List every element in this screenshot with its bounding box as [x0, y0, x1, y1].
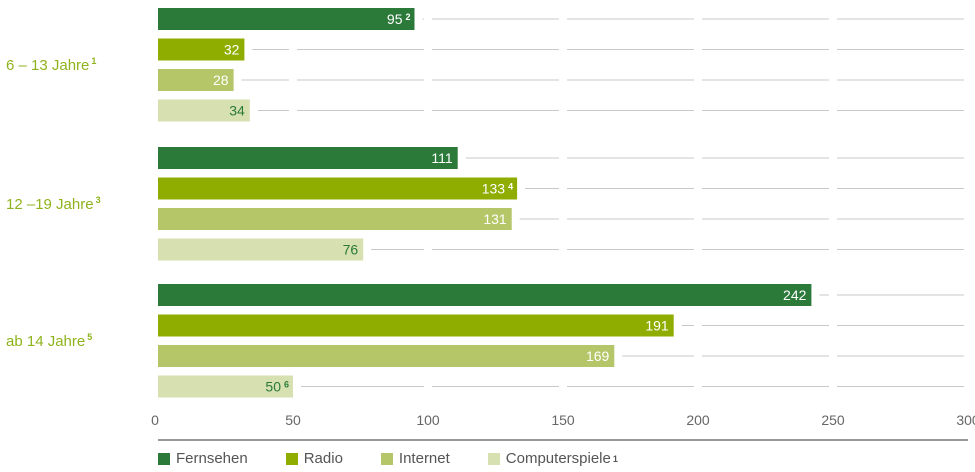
legend-item: Fernsehen: [158, 450, 248, 467]
chart-legend: Fernsehen Radio Internet Computerspiele 1: [158, 450, 656, 467]
group-label: 6 – 13 Jahre: [6, 57, 89, 74]
legend-label: Internet: [398, 450, 450, 467]
bar-value-footnote: 4: [508, 182, 513, 192]
group-label-footnote: 3: [96, 195, 101, 205]
legend-item: Computerspiele 1: [487, 450, 618, 467]
bar: [158, 208, 512, 230]
bar: [158, 284, 812, 306]
bar-value-label: 133: [482, 181, 506, 197]
legend-item: Radio: [285, 450, 343, 467]
group-label: 12 –19 Jahre: [6, 196, 94, 213]
bar-value-label: 76: [343, 242, 359, 258]
legend-swatch: [285, 452, 298, 465]
bar-value-label: 191: [645, 318, 669, 334]
bar-value-label: 242: [783, 287, 807, 303]
legend-swatch: [380, 452, 393, 465]
legend-label: Radio: [303, 450, 343, 467]
legend-item: Internet: [380, 450, 450, 467]
bar: [158, 38, 245, 61]
x-tick-label: 100: [416, 412, 440, 428]
x-tick-label: 0: [151, 412, 159, 428]
group-label-footnote: 5: [87, 332, 92, 342]
legend-label: Fernsehen: [176, 450, 248, 467]
bar: [158, 99, 250, 122]
bar-value-label: 32: [224, 42, 240, 58]
x-tick-label: 300: [956, 412, 975, 428]
bar: [158, 345, 615, 367]
bar-value-label: 95: [387, 11, 403, 27]
bar-value-label: 50: [265, 379, 281, 395]
x-tick-label: 200: [686, 412, 710, 428]
legend-label: Computerspiele: [505, 450, 611, 467]
bar: [158, 69, 234, 91]
bar-value-label: 28: [213, 72, 229, 88]
legend-swatch: [487, 452, 500, 465]
bar-value-footnote: 2: [405, 12, 410, 22]
bar: [158, 177, 518, 200]
x-tick-label: 250: [821, 412, 845, 428]
bar-value-label: 169: [586, 348, 610, 364]
legend-swatch: [158, 452, 170, 465]
bar: [158, 238, 364, 261]
legend-footnote: 1: [612, 453, 618, 464]
x-tick-label: 50: [285, 412, 301, 428]
bar: [158, 8, 415, 30]
x-tick-label: 150: [551, 412, 575, 428]
bar: [158, 147, 458, 169]
bar: [158, 375, 293, 398]
bar: [158, 314, 674, 337]
group-label: ab 14 Jahre: [6, 333, 85, 350]
bar-value-footnote: 6: [284, 380, 289, 390]
bar-value-label: 34: [229, 103, 245, 119]
bar-value-label: 111: [431, 150, 452, 166]
group-label-footnote: 1: [91, 56, 96, 66]
bar-value-label: 131: [483, 211, 507, 227]
